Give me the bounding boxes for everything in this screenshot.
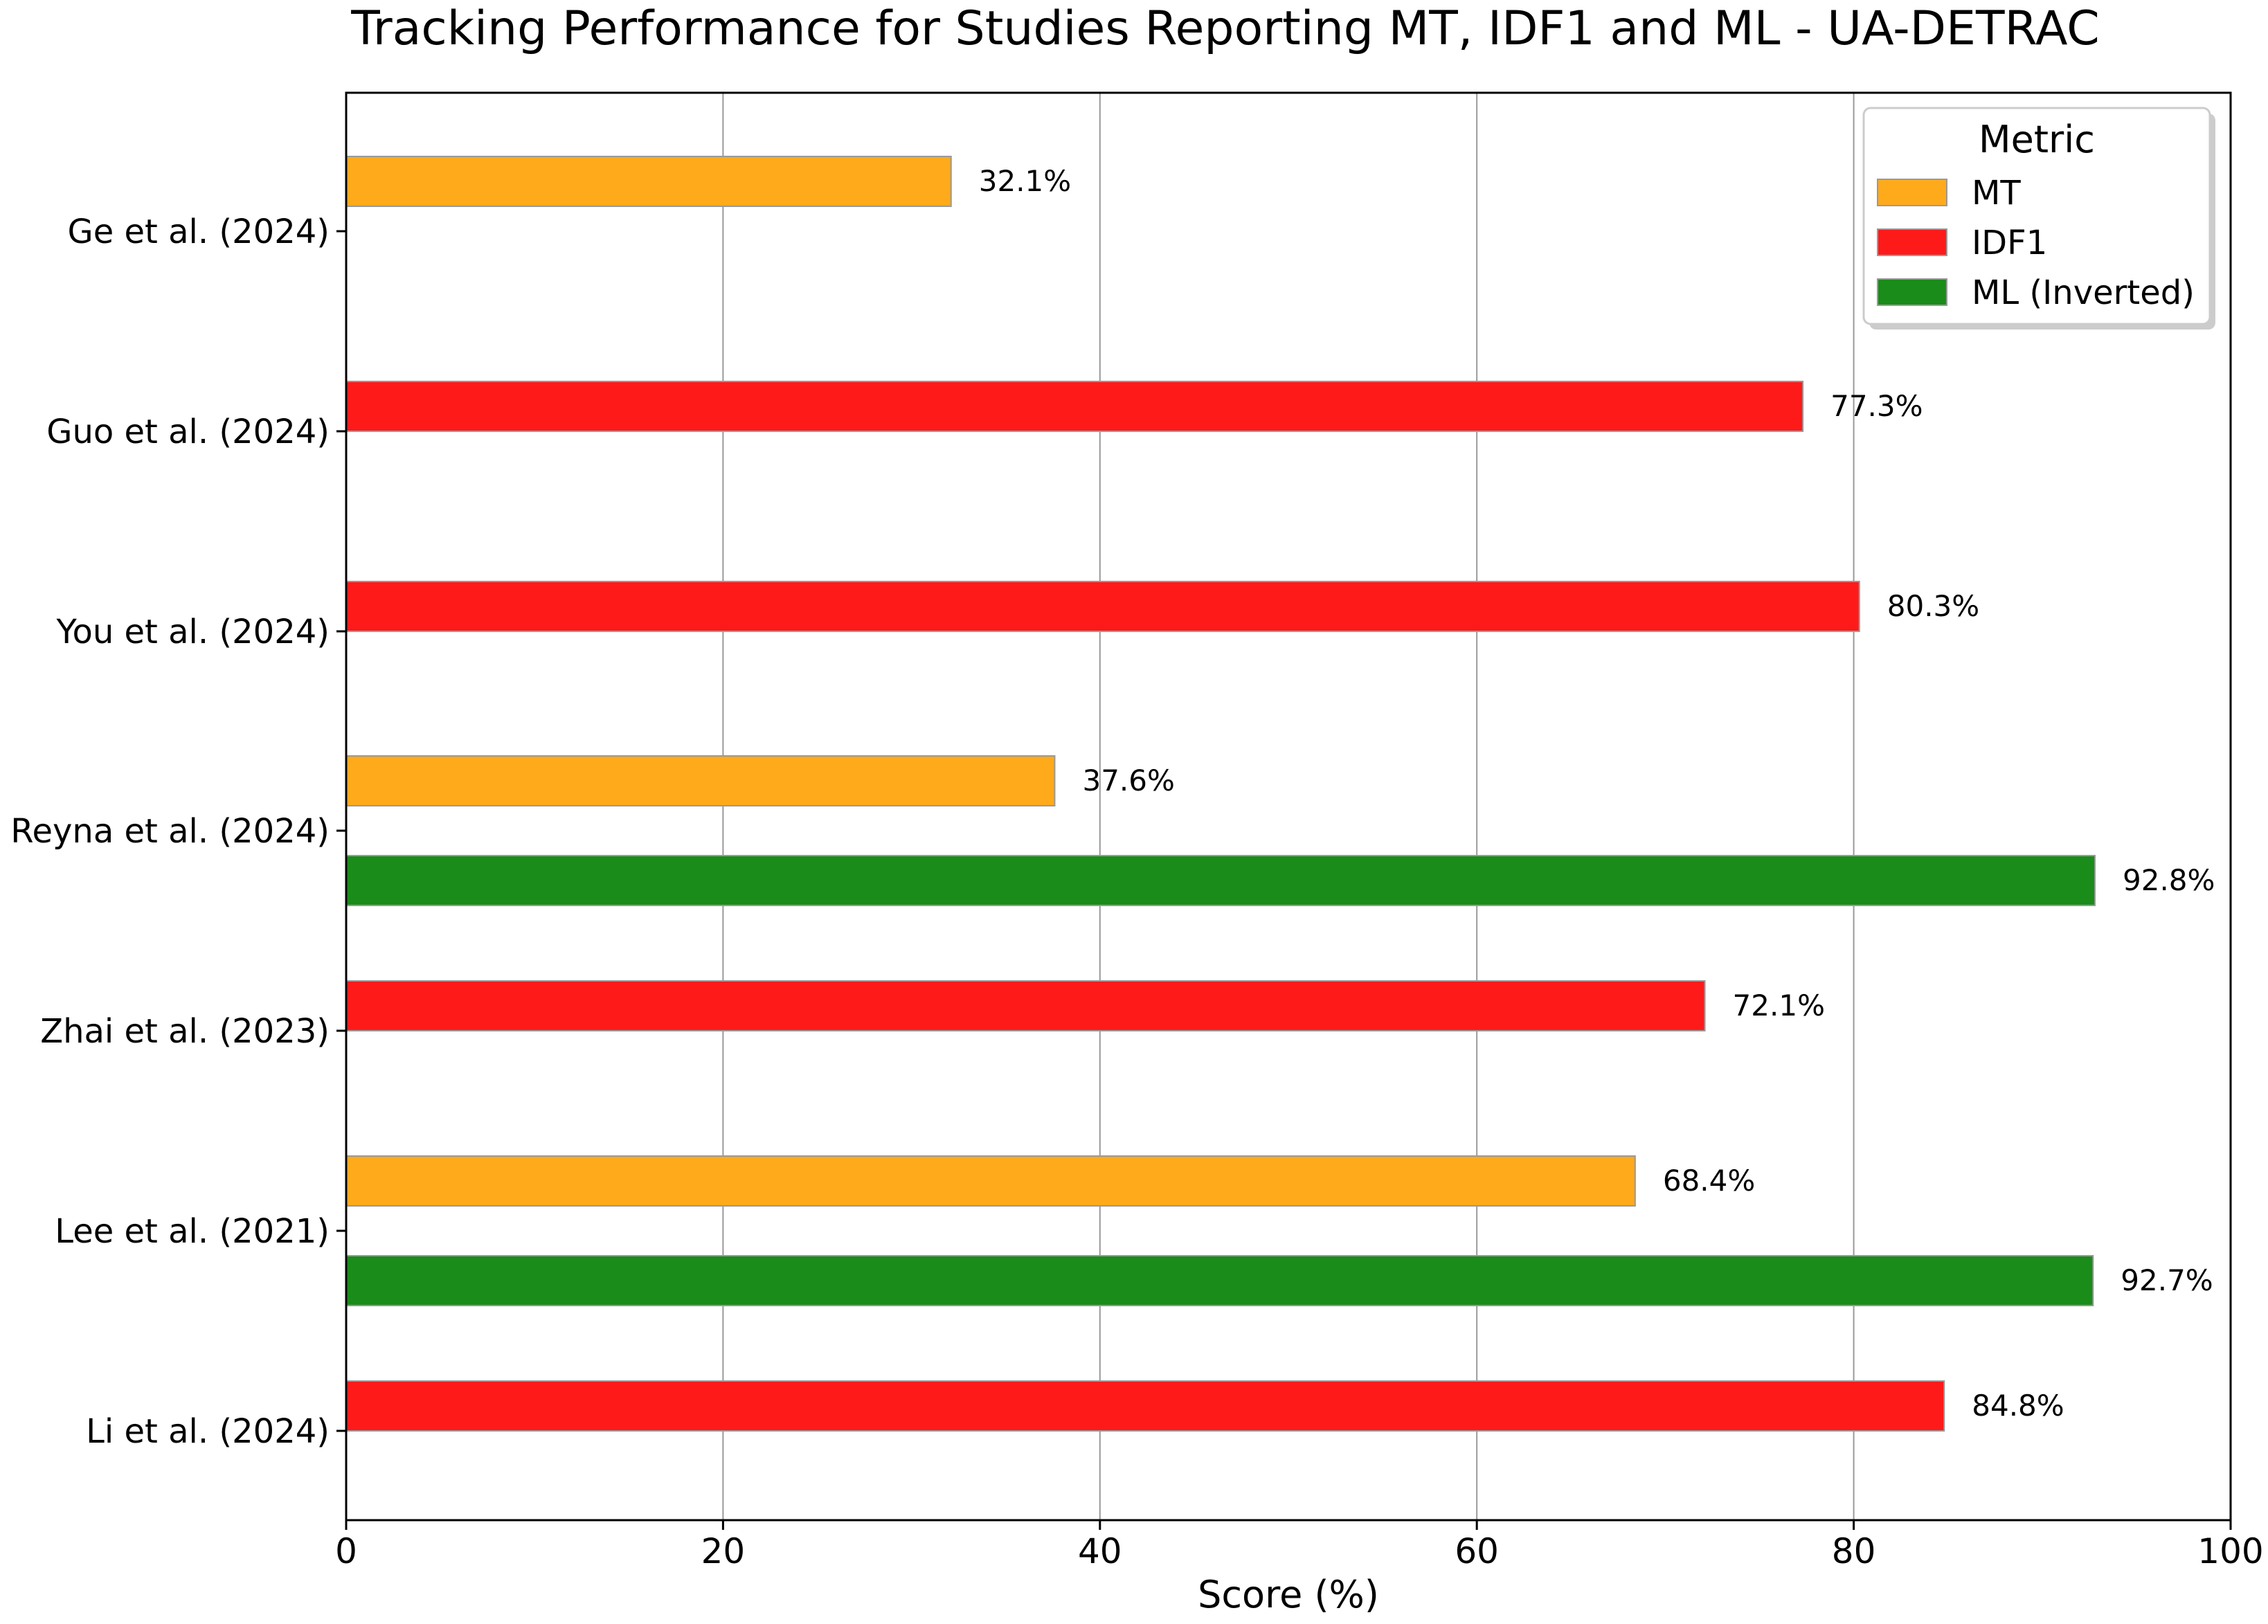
y-tick-label: Lee et al. (2021) xyxy=(55,1212,330,1251)
legend-title: Metric xyxy=(1979,118,2095,161)
legend-label: ML (Inverted) xyxy=(1972,273,2195,312)
bar-value-label: 80.3% xyxy=(1887,589,1979,623)
legend-box xyxy=(1862,107,2211,325)
x-tick-label: 100 xyxy=(2197,1531,2263,1571)
y-tick-label: Li et al. (2024) xyxy=(86,1412,330,1451)
bar-idf1-6 xyxy=(345,1380,1945,1432)
bar-value-label: 72.1% xyxy=(1733,989,1825,1022)
legend: Metric MT IDF1 ML (Inverted) xyxy=(1862,107,2215,330)
bar-value-label: 32.1% xyxy=(979,164,1071,198)
x-axis: 0 20 40 60 80 100 xyxy=(335,1520,2264,1571)
bar-labels: 32.1% 37.6% 68.4% 77.3% 80.3% 72.1% 84.8% 92.8%… xyxy=(979,164,2215,1423)
bar-value-label: 68.4% xyxy=(1663,1164,1755,1198)
bar-idf1-1 xyxy=(345,381,1804,432)
bar-value-label: 92.7% xyxy=(2121,1263,2213,1297)
legend-label: IDF1 xyxy=(1972,224,2047,262)
legend-items: MT IDF1 ML (Inverted) xyxy=(1877,174,2195,312)
bar-idf1-2 xyxy=(345,581,1860,632)
x-tick-label: 20 xyxy=(701,1531,746,1571)
bar-idf1-4 xyxy=(345,980,1706,1031)
bars xyxy=(345,156,2096,1432)
bar-mt-3 xyxy=(345,755,1056,806)
x-tick-label: 0 xyxy=(335,1531,357,1571)
bar-value-label: 37.6% xyxy=(1082,764,1174,797)
y-tick-label: Guo et al. (2024) xyxy=(46,413,330,451)
legend-label: MT xyxy=(1972,174,2021,213)
x-axis-label: Score (%) xyxy=(1198,1573,1379,1616)
bar-value-label: 77.3% xyxy=(1830,389,1923,423)
bar-ml-inverted--5 xyxy=(345,1255,2094,1306)
y-tick-label: Reyna et al. (2024) xyxy=(10,812,330,851)
x-tick-label: 80 xyxy=(1832,1531,1876,1571)
legend-swatch-idf1 xyxy=(1877,228,1947,256)
legend-swatch-ml-inverted- xyxy=(1877,278,1947,306)
y-axis: Ge et al. (2024) Guo et al. (2024) You et … xyxy=(10,213,346,1451)
chart-title: Tracking Performance for Studies Reporti… xyxy=(350,1,2100,56)
x-tick-label: 60 xyxy=(1455,1531,1499,1571)
bar-value-label: 84.8% xyxy=(1972,1389,2064,1423)
x-tick-label: 40 xyxy=(1078,1531,1122,1571)
plot-frame xyxy=(345,91,2232,1522)
bar-ml-inverted--3 xyxy=(345,855,2096,906)
bar-mt-0 xyxy=(345,156,952,207)
bar-value-label: 92.8% xyxy=(2123,863,2215,897)
legend-swatch-mt xyxy=(1877,179,1947,206)
y-tick-label: Ge et al. (2024) xyxy=(68,213,330,251)
bar-mt-5 xyxy=(345,1155,1636,1207)
y-tick-label: Zhai et al. (2023) xyxy=(40,1012,330,1051)
y-tick-label: You et al. (2024) xyxy=(56,613,330,651)
